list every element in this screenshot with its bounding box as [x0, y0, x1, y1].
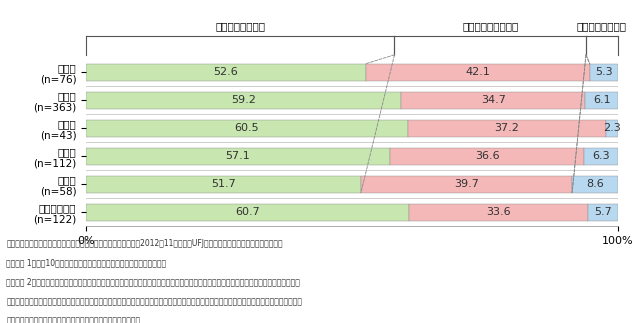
Text: 34.7: 34.7 [481, 95, 506, 105]
Text: 52.6: 52.6 [213, 67, 238, 77]
Bar [86, 120, 408, 137]
Text: 37.2: 37.2 [494, 123, 519, 133]
Text: 36.6: 36.6 [475, 151, 499, 161]
Text: 悪い影響があった: 悪い影響があった [577, 21, 627, 31]
Bar [606, 120, 618, 137]
Text: 57.1: 57.1 [225, 151, 250, 161]
Bar [590, 64, 618, 80]
Text: 2.3: 2.3 [603, 123, 620, 133]
Bar [585, 92, 618, 109]
Text: に分類されないもの）」、「その他」の合計である。: に分類されないもの）」、「その他」の合計である。 [6, 317, 141, 323]
Text: 8.6: 8.6 [586, 179, 604, 189]
Bar [86, 204, 409, 221]
Text: 6.3: 6.3 [592, 151, 610, 161]
Bar [408, 120, 606, 137]
Text: 6.1: 6.1 [593, 95, 610, 105]
Bar [587, 204, 618, 221]
Text: 良い影響があった: 良い影響があった [215, 21, 265, 31]
Bar [572, 176, 618, 193]
Bar [86, 176, 361, 193]
Bar [361, 176, 572, 193]
Bar [409, 204, 587, 221]
Bar [366, 64, 590, 80]
Text: 「宿泊業」、「飲食サービス業」、「生活関連サービス業、娯楽業」、「教育、学習支援業」、「医療、福祉」、「サービス業（他: 「宿泊業」、「飲食サービス業」、「生活関連サービス業、娯楽業」、「教育、学習支援… [6, 297, 303, 306]
Text: 39.7: 39.7 [454, 179, 479, 189]
Text: 51.7: 51.7 [211, 179, 236, 189]
Bar [86, 64, 366, 80]
Text: 42.1: 42.1 [465, 67, 490, 77]
Text: 5.3: 5.3 [595, 67, 613, 77]
Bar [401, 92, 585, 109]
Text: 5.7: 5.7 [594, 207, 612, 217]
Bar [86, 92, 401, 109]
Text: （注）　 1．過去10年の間に新事業展開を実施した企業を集計している。: （注） 1．過去10年の間に新事業展開を実施した企業を集計している。 [6, 258, 166, 267]
Text: どちらともいえない: どちらともいえない [462, 21, 519, 31]
Text: 60.7: 60.7 [235, 207, 260, 217]
Text: 2．ここでいうサービス業等は、「情報通信業」、「金融業、保険業」、「不動産業、物品賃貸業」、「専門・技術サービス業」、: 2．ここでいうサービス業等は、「情報通信業」、「金融業、保険業」、「不動産業、物… [6, 278, 300, 287]
Bar [86, 148, 390, 164]
Text: 資料：中小企業庁委託「中小企業の新事業展開に関する調査」（2012年11月、三菱UFJリサーチ＆コンサルティング（株））: 資料：中小企業庁委託「中小企業の新事業展開に関する調査」（2012年11月、三菱… [6, 239, 283, 248]
Bar [584, 148, 618, 164]
Text: 60.5: 60.5 [234, 123, 259, 133]
Text: 59.2: 59.2 [231, 95, 256, 105]
Bar [390, 148, 584, 164]
Text: 33.6: 33.6 [486, 207, 510, 217]
